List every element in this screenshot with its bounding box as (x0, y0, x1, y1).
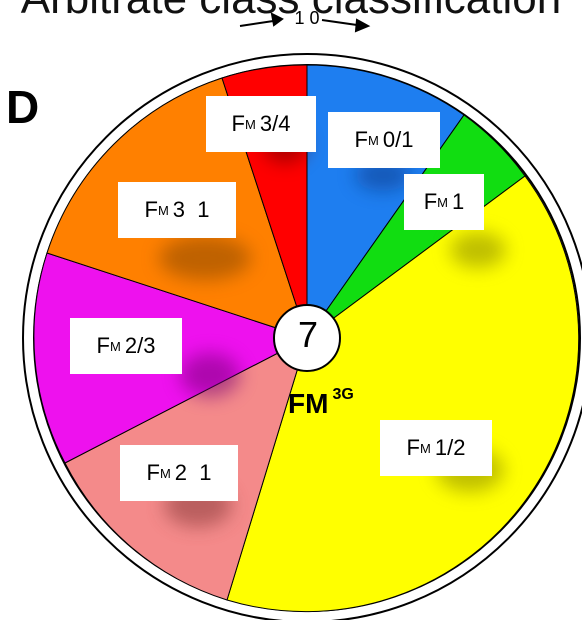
segment-label-3-4: F M 3/4 (206, 96, 316, 152)
center-circle (273, 304, 341, 372)
panel-letter: D (6, 81, 40, 133)
top-marker-label: 1 0 (294, 8, 320, 28)
segment-label-2-3: F M 2/3 (70, 318, 182, 374)
wedge-1-2 (226, 175, 580, 613)
segment-label-0-1: F M 0/1 (328, 112, 440, 168)
top-arrows (239, 12, 371, 33)
center-label: FM 3G (288, 386, 354, 419)
segment-label-1-2: F M 1/2 (380, 420, 492, 476)
center-number: 7 (297, 314, 319, 355)
cut-off-header-text: Arbitrate class classification (0, 0, 582, 24)
